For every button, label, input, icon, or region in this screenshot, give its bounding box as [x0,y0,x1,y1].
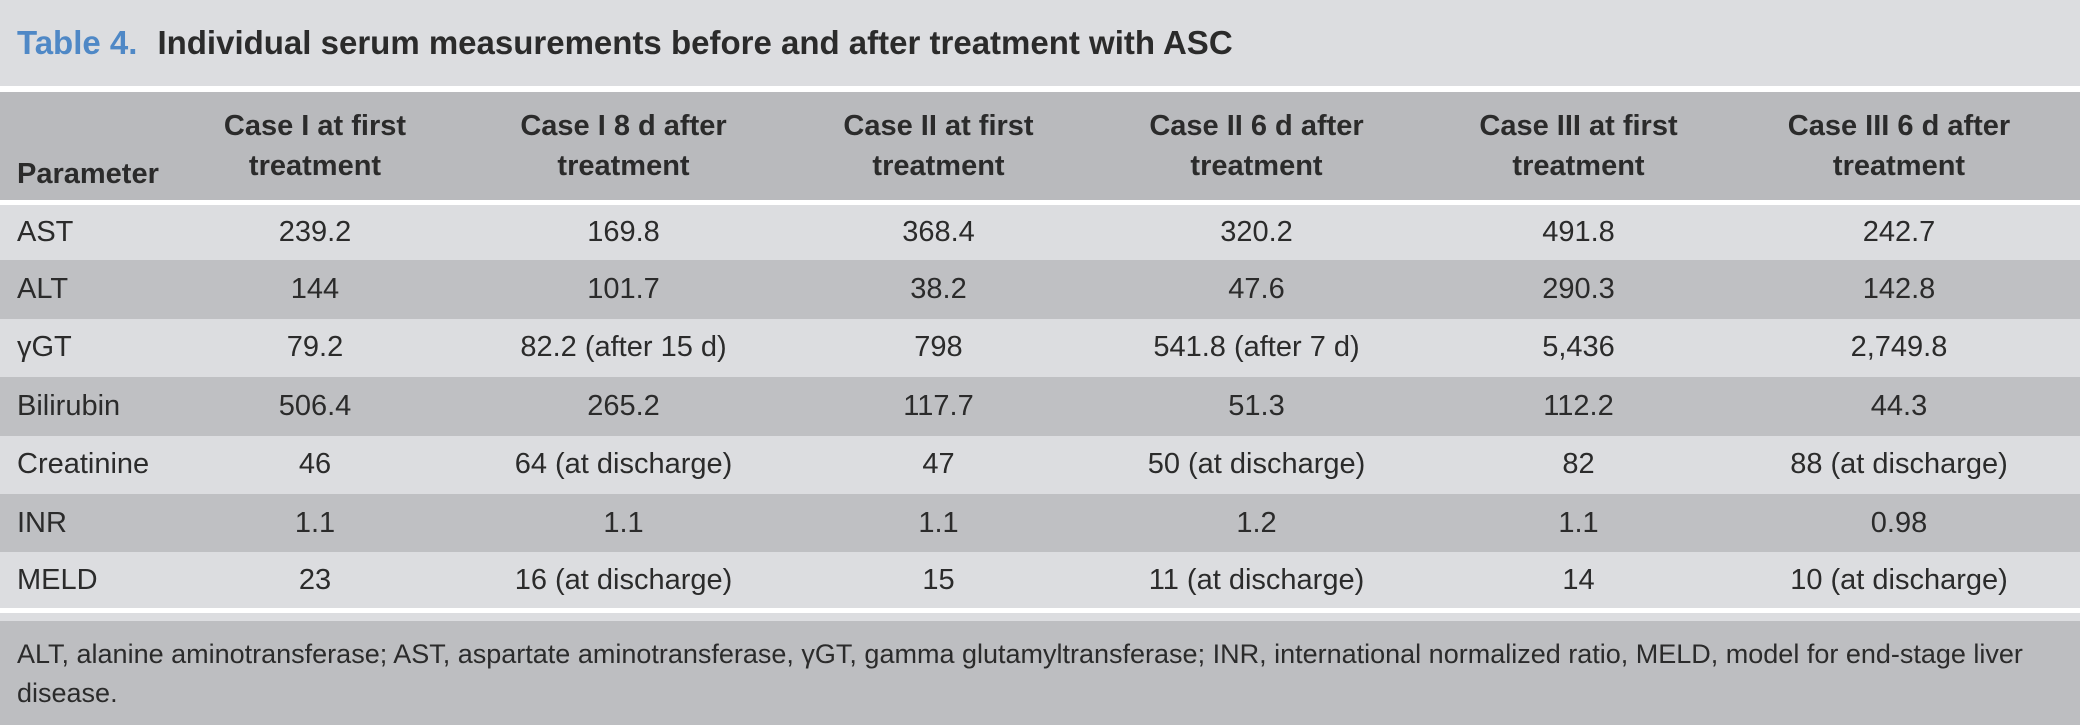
header-line: Parameter [17,157,159,190]
footnote: ALT, alanine aminotransferase; AST, aspa… [0,621,2080,725]
cell: 10 (at discharge) [1790,563,2008,596]
cell: 79.2 [286,331,344,364]
header-line: treatment [557,149,690,182]
table-title: Table 4. Individual serum measurements b… [0,0,2080,86]
cell: 47.6 [1228,273,1285,306]
row-label: INR [17,506,67,539]
cell: 368.4 [902,215,975,248]
header-cell: Case II 6 d after treatment [1074,92,1439,202]
cell: 1.1 [1558,506,1599,539]
header-line: Case I at first [223,109,407,142]
cell: 142.8 [1862,273,1936,306]
cell: 5,436 [1542,331,1615,364]
cell: 82.2 (after 15 d) [520,331,727,364]
row-label: AST [17,215,74,248]
row-label: Bilirubin [17,389,121,422]
table-row: γGT 79.2 82.2 (after 15 d) 798 541.8 (after … [0,318,2080,378]
cell: 144 [290,273,340,306]
cell: 1.1 [603,506,644,539]
cell: 50 (at discharge) [1147,448,1366,481]
cell: 51.3 [1228,389,1285,422]
header-cell: Case II at first treatment [803,92,1074,202]
cell: 11 (at discharge) [1148,563,1365,596]
header-cell: Case I 8 d after treatment [444,92,803,202]
header-line: Case III at first [1479,109,1678,142]
header-line: Case III 6 d after [1787,109,2011,142]
cell: 14 [1562,563,1595,596]
cell: 320.2 [1220,215,1293,248]
cell: 1.1 [294,506,336,539]
cell: 82 [1562,448,1595,481]
header-line: treatment [1190,149,1323,182]
table-row: INR 1.1 1.1 1.1 1.2 1.1 0.98 [0,493,2080,553]
cell: 2,749.8 [1850,331,1948,364]
table-row: MELD 23 16 (at discharge) 15 11 (at discharg… [0,552,2080,611]
cell: 506.4 [278,389,352,422]
cell: 1.2 [1236,506,1277,539]
header-line: treatment [1832,149,1966,182]
cell: 38.2 [910,273,967,306]
cell: 1.1 [918,506,959,539]
table-row: Creatinine 46 64 (at discharge) 47 50 (at di… [0,435,2080,494]
row-label: γGT [17,331,72,364]
table-row: ALT 144 101.7 38.2 47.6 290.3 142.8 [0,260,2080,319]
cell: 64 (at discharge) [514,448,733,481]
header-row: Parameter Case I at first treatment Case I … [0,92,2080,202]
header-cell: Case III 6 d after treatment [1718,92,2080,202]
cell: 265.2 [587,389,660,422]
row-label: ALT [17,273,69,306]
cell: 0.98 [1870,506,1928,539]
cell: 112.2 [1543,389,1614,422]
cell: 117.7 [903,389,974,422]
cell: 44.3 [1870,389,1928,422]
table-header: Parameter Case I at first treatment Case I … [0,92,2080,202]
cell: 101.7 [587,273,660,306]
table-caption: Individual serum measurements before and… [157,24,1233,61]
table-label: Table 4. [17,24,138,61]
cell: 46 [298,448,332,481]
cell: 541.8 (after 7 d) [1153,331,1360,364]
header-line: treatment [872,149,1005,182]
row-label: Creatinine [17,448,150,481]
row-label: MELD [17,563,98,596]
separator [0,86,2080,92]
header-line: Case II 6 d after [1149,109,1364,142]
header-line: Case I 8 d after [520,109,727,142]
header-line: treatment [1512,149,1645,182]
cell: 169.8 [587,215,660,248]
table-row: AST 239.2 169.8 368.4 320.2 491.8 242.7 [0,202,2080,261]
cell: 290.3 [1542,273,1615,306]
header-cell: Case I at first treatment [186,92,444,202]
cell: 239.2 [278,215,352,248]
header-line: Case II at first [843,109,1034,142]
cell: 15 [922,563,955,596]
table-body: AST 239.2 169.8 368.4 320.2 491.8 242.7 ALT 144 1… [0,202,2080,611]
cell: 491.8 [1542,215,1615,248]
cell: 16 (at discharge) [514,563,733,596]
header-line: treatment [248,149,382,182]
cell: 23 [298,563,332,596]
table-row: Bilirubin 506.4 265.2 117.7 51.3 112.2 44.3 [0,377,2080,436]
cell: 88 (at discharge) [1790,448,2008,481]
header-cell: Case III at first treatment [1439,92,1718,202]
cell: 242.7 [1862,215,1936,248]
cell: 798 [914,331,963,364]
header-cell: Parameter [0,92,186,202]
cell: 47 [922,448,955,481]
data-table: Parameter Case I at first treatment Case I … [0,92,2080,613]
